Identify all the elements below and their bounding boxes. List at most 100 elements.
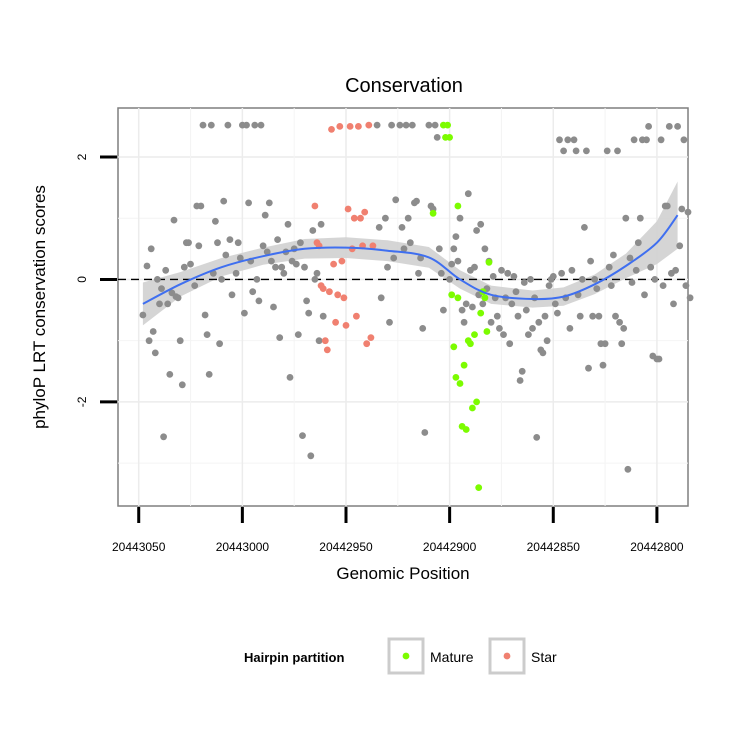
point-other: [543, 337, 551, 345]
point-mature: [454, 294, 462, 302]
point-star: [326, 288, 333, 296]
point-other: [284, 220, 292, 228]
point-other: [317, 220, 325, 228]
point-mature: [485, 258, 493, 266]
point-other: [620, 325, 628, 332]
point-other: [232, 269, 240, 277]
point-other: [170, 216, 178, 224]
point-other: [257, 121, 265, 129]
point-other: [539, 349, 547, 357]
point-other: [527, 276, 534, 283]
point-star: [330, 260, 337, 268]
point-other: [384, 263, 391, 271]
point-other: [529, 325, 536, 332]
point-other: [216, 340, 224, 348]
point-other: [249, 288, 257, 296]
point-star: [311, 202, 319, 210]
point-other: [460, 318, 468, 326]
point-other: [634, 239, 642, 247]
point-star: [328, 125, 335, 133]
point-other: [425, 121, 433, 129]
point-other: [607, 282, 615, 289]
point-other: [166, 371, 174, 378]
point-other: [307, 452, 315, 460]
point-other: [253, 276, 261, 283]
point-other: [178, 381, 186, 389]
point-other: [205, 371, 213, 378]
point-other: [212, 217, 219, 225]
point-other: [421, 429, 429, 436]
point-other: [626, 254, 634, 262]
point-other: [377, 294, 385, 302]
point-other: [224, 121, 232, 129]
point-other: [576, 312, 584, 320]
point-other: [622, 214, 630, 222]
point-other: [218, 276, 226, 283]
point-other: [158, 285, 165, 292]
point-other: [630, 136, 638, 144]
point-other: [477, 220, 485, 228]
point-other: [489, 273, 497, 280]
point-other: [481, 245, 489, 253]
point-other: [456, 214, 464, 222]
point-other: [554, 309, 561, 317]
point-other: [207, 121, 215, 129]
point-other: [388, 121, 395, 129]
x-tick-label: 20443050: [112, 540, 166, 554]
point-other: [162, 266, 170, 274]
point-other: [504, 269, 512, 277]
point-other: [471, 263, 478, 271]
point-mature: [483, 328, 491, 335]
legend: Hairpin partition Mature Star: [244, 637, 557, 675]
point-star: [346, 123, 354, 130]
point-other: [398, 224, 406, 231]
point-mature: [471, 331, 478, 338]
loess-fit-line: [142, 214, 679, 305]
point-other: [564, 136, 572, 144]
point-star: [323, 346, 331, 354]
point-other: [402, 121, 410, 129]
point-mature: [450, 343, 458, 351]
point-other: [440, 306, 447, 314]
point-other: [462, 300, 470, 308]
chart-title: Conservation: [345, 75, 463, 97]
point-other: [570, 136, 578, 144]
point-other: [612, 312, 619, 320]
point-other: [583, 147, 590, 155]
point-other: [373, 121, 381, 129]
point-other: [154, 276, 161, 283]
point-other: [201, 311, 209, 319]
y-tick-label: -2: [75, 396, 89, 407]
legend-marker-mature: [402, 652, 410, 660]
point-other: [518, 367, 526, 375]
point-other: [315, 337, 323, 345]
point-other: [149, 328, 157, 335]
point-other: [143, 262, 151, 270]
point-other: [636, 214, 644, 222]
point-other: [431, 121, 439, 129]
point-other: [610, 251, 617, 259]
point-other: [454, 257, 462, 265]
point-other: [568, 266, 576, 274]
point-mature: [448, 291, 456, 299]
point-other: [185, 239, 192, 247]
point-other: [651, 276, 659, 283]
point-other: [678, 205, 686, 213]
point-other: [311, 276, 319, 283]
point-mature: [452, 374, 460, 381]
point-mature: [467, 340, 474, 348]
point-other: [241, 309, 248, 317]
point-other: [603, 147, 611, 155]
point-other: [406, 239, 414, 247]
point-other: [236, 254, 244, 262]
point-other: [522, 306, 530, 314]
legend-title: Hairpin partition: [244, 650, 344, 665]
point-other: [313, 269, 321, 277]
point-mature: [462, 426, 470, 433]
point-other: [419, 325, 427, 332]
point-mature: [454, 202, 462, 210]
point-star: [361, 208, 369, 216]
point-mature: [446, 134, 453, 141]
point-other: [187, 260, 194, 268]
point-other: [413, 197, 420, 205]
